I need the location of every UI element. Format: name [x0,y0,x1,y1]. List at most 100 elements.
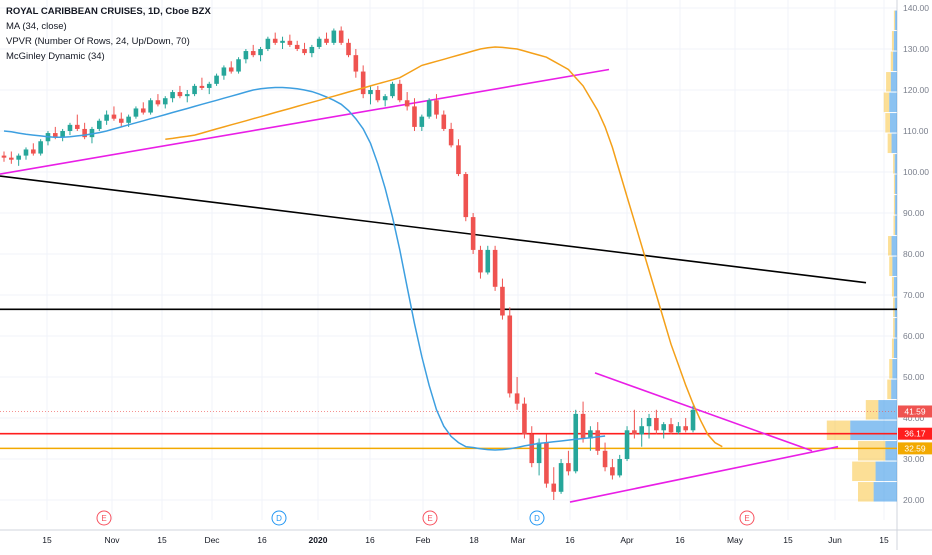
candle-body [309,46,315,54]
candle-body [206,83,212,88]
time-axis-tick: May [727,535,744,545]
vpvr-up-bar [895,195,897,215]
time-axis-tick: Feb [416,535,431,545]
vpvr-up-bar [891,379,897,400]
candle-body [60,131,65,138]
price-label-bg [898,427,932,440]
vpvr-down-bar [887,133,892,154]
vpvr-up-bar [895,215,897,236]
price-axis-tick: 140.00 [903,3,929,13]
time-axis-tick: 16 [675,535,685,545]
candle-body [551,483,557,492]
candle-body [331,30,337,43]
candle-body [529,434,535,464]
candle-body [368,90,373,95]
price-label-bg [898,405,932,418]
candle-body [654,418,659,431]
vpvr-down-bar [886,72,891,92]
candle-body [639,426,645,435]
candle-body [89,128,95,138]
vpvr-down-bar [885,113,890,133]
candle-body [500,286,505,316]
candle-body [324,38,329,43]
candle-body [16,155,21,160]
candle-body [390,83,395,97]
price-label-text: 32.59 [904,443,926,453]
vpvr-up-bar [889,113,897,133]
candle-body [412,106,417,127]
vpvr-up-bar [885,441,897,461]
vpvr-up-bar [894,297,897,318]
candle-body [67,124,73,131]
candle-body [104,114,109,121]
candle-body [111,114,117,119]
candle-body [463,174,469,218]
time-axis-tick: 15 [783,535,793,545]
candle-body [610,467,615,476]
candle-body [170,92,175,99]
candle-body [536,442,542,464]
vpvr-up-bar [892,256,897,277]
time-axis-tick: Apr [620,535,633,545]
candle-body [23,149,29,156]
time-axis-tick: 16 [257,535,267,545]
vpvr-down-bar [891,338,894,359]
vpvr-down-bar [887,379,892,400]
symbol-title[interactable]: ROYAL CARIBBEAN CRUISES, 1D, Cboe BZX [6,6,211,17]
price-axis-tick: 20.00 [903,495,925,505]
candle-body [492,249,498,287]
vpvr-down-bar [893,195,896,215]
vpvr-down-bar [883,92,890,113]
candle-body [31,149,36,154]
candle-body [617,459,623,476]
candle-body [96,120,102,129]
ma-indicator-label[interactable]: MA (34, close) [6,21,67,32]
vpvr-up-bar [890,72,897,92]
candle-body [162,98,168,105]
candle-body [588,430,593,439]
candle-body [507,315,513,394]
price-axis-tick: 60.00 [903,331,925,341]
vpvr-up-bar [895,10,897,31]
candle-body [140,108,146,113]
time-axis-tick: 15 [879,535,889,545]
candle-body [9,157,14,160]
mcginley-indicator-label[interactable]: McGinley Dynamic (34) [6,51,105,62]
candle-body [192,85,197,95]
candle-body [199,85,205,88]
candle-body [434,100,439,115]
candle-body [302,49,307,54]
candle-body [214,75,219,84]
time-axis-tick: 18 [469,535,479,545]
candle-body [514,393,520,404]
price-label-bg [898,442,932,455]
price-axis-tick: 50.00 [903,372,925,382]
candle-body [272,38,278,43]
vpvr-down-bar [889,256,893,277]
price-label-text: 41.59 [904,406,926,416]
candle-body [280,40,285,43]
candle-body [441,114,447,129]
candle-body [426,100,432,117]
candle-body [75,124,80,129]
vpvr-down-bar [858,482,874,502]
candle-body [265,38,271,49]
candle-body [478,249,483,273]
ma-34-line [165,46,723,448]
candle-body [38,141,43,154]
vpvr-indicator-label[interactable]: VPVR (Number Of Rows, 24, Up/Down, 70) [6,36,190,47]
candle-body [676,426,681,433]
time-axis-tick: 16 [365,535,375,545]
candle-body [236,59,241,72]
earnings-event-marker [96,510,112,526]
candle-body [690,409,696,431]
price-axis-tick: 120.00 [903,85,929,95]
candle-body [624,430,630,459]
time-axis-tick: 2020 [309,535,328,545]
dividend-event-marker [271,510,287,526]
candle-body [573,413,579,472]
candle-body [133,108,139,117]
time-axis-tick: Jun [828,535,842,545]
